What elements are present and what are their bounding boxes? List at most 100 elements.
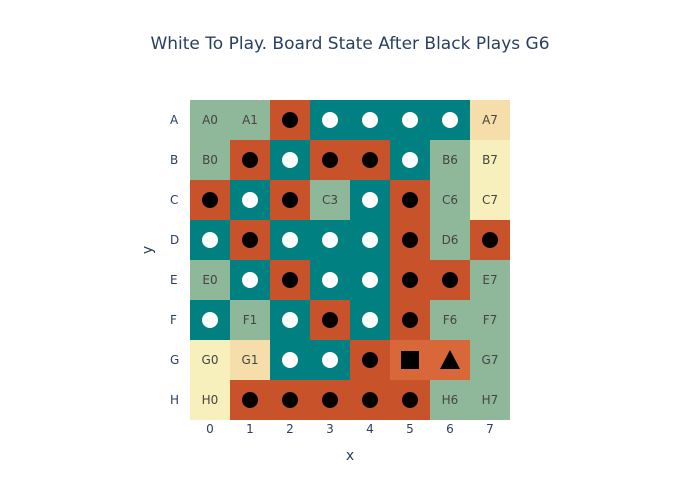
board-cell-E0[interactable]: E0	[190, 260, 230, 300]
board-cell-E3[interactable]	[310, 260, 350, 300]
board-cell-B6[interactable]: B6	[430, 140, 470, 180]
board-cell-D1[interactable]	[230, 220, 270, 260]
board-cell-H7[interactable]: H7	[470, 380, 510, 420]
col-label-7: 7	[486, 422, 494, 436]
board-cell-H6[interactable]: H6	[430, 380, 470, 420]
board-cell-B1[interactable]	[230, 140, 270, 180]
x-axis-label: x	[345, 448, 355, 464]
board-cell-E4[interactable]	[350, 260, 390, 300]
white-stone	[322, 112, 338, 128]
board-cell-C2[interactable]	[270, 180, 310, 220]
white-stone	[202, 232, 218, 248]
board-cell-C7[interactable]: C7	[470, 180, 510, 220]
white-stone	[442, 112, 458, 128]
board-cell-B7[interactable]: B7	[470, 140, 510, 180]
black-stone	[482, 232, 498, 248]
white-stone	[322, 232, 338, 248]
cell-label: A7	[482, 113, 498, 127]
board-cell-F1[interactable]: F1	[230, 300, 270, 340]
white-stone	[282, 352, 298, 368]
board-cell-B0[interactable]: B0	[190, 140, 230, 180]
board-cell-F2[interactable]	[270, 300, 310, 340]
board-cell-F3[interactable]	[310, 300, 350, 340]
cell-label: G0	[201, 353, 219, 367]
board-cell-C3[interactable]: C3	[310, 180, 350, 220]
col-label-2: 2	[286, 422, 294, 436]
board-cell-A7[interactable]: A7	[470, 100, 510, 140]
black-stone	[402, 232, 418, 248]
board-cell-G5[interactable]	[390, 340, 430, 380]
board-cell-A0[interactable]: A0	[190, 100, 230, 140]
col-label-5: 5	[406, 422, 414, 436]
board-cell-H3[interactable]	[310, 380, 350, 420]
black-stone	[402, 312, 418, 328]
cell-label: G1	[241, 353, 259, 367]
board-cell-G2[interactable]	[270, 340, 310, 380]
board-cell-F4[interactable]	[350, 300, 390, 340]
cell-label: C7	[481, 193, 498, 207]
cell-label: B7	[482, 153, 498, 167]
board-cell-D6[interactable]: D6	[430, 220, 470, 260]
black-stone	[242, 152, 258, 168]
board-cell-A5[interactable]	[390, 100, 430, 140]
board-cell-G0[interactable]: G0	[190, 340, 230, 380]
black-stone	[282, 392, 298, 408]
col-label-1: 1	[246, 422, 254, 436]
board-cell-F7[interactable]: F7	[470, 300, 510, 340]
board-cell-B4[interactable]	[350, 140, 390, 180]
board-cell-F5[interactable]	[390, 300, 430, 340]
board-cell-B5[interactable]	[390, 140, 430, 180]
cell-label: A1	[242, 113, 258, 127]
board-cell-H5[interactable]	[390, 380, 430, 420]
board-cell-H4[interactable]	[350, 380, 390, 420]
col-label-4: 4	[366, 422, 374, 436]
board-cell-E5[interactable]	[390, 260, 430, 300]
board-cell-E2[interactable]	[270, 260, 310, 300]
col-label-0: 0	[206, 422, 214, 436]
board-cell-E1[interactable]	[230, 260, 270, 300]
board-cell-B3[interactable]	[310, 140, 350, 180]
triangle-marker-icon	[440, 350, 460, 369]
board-cell-B2[interactable]	[270, 140, 310, 180]
board-cell-C6[interactable]: C6	[430, 180, 470, 220]
board-cell-H1[interactable]	[230, 380, 270, 420]
board-cell-H0[interactable]: H0	[190, 380, 230, 420]
row-label-B: B	[170, 153, 179, 167]
board-cell-D0[interactable]	[190, 220, 230, 260]
board-cell-E6[interactable]	[430, 260, 470, 300]
board-cell-C5[interactable]	[390, 180, 430, 220]
board-cell-G4[interactable]	[350, 340, 390, 380]
board-cell-D4[interactable]	[350, 220, 390, 260]
cell-label: H0	[201, 393, 219, 407]
board-cell-G7[interactable]: G7	[470, 340, 510, 380]
y-axis-label: y	[140, 245, 156, 255]
board-cell-A6[interactable]	[430, 100, 470, 140]
black-stone	[362, 352, 378, 368]
board-cell-C4[interactable]	[350, 180, 390, 220]
cell-label: F1	[242, 313, 258, 327]
board-cell-D3[interactable]	[310, 220, 350, 260]
board-cell-H2[interactable]	[270, 380, 310, 420]
row-label-F: F	[170, 313, 177, 327]
board-cell-A4[interactable]	[350, 100, 390, 140]
board-cell-G1[interactable]: G1	[230, 340, 270, 380]
board-cell-G3[interactable]	[310, 340, 350, 380]
board-cell-D5[interactable]	[390, 220, 430, 260]
board-cell-D7[interactable]	[470, 220, 510, 260]
board-cell-A3[interactable]	[310, 100, 350, 140]
board-cell-A2[interactable]	[270, 100, 310, 140]
black-stone	[282, 192, 298, 208]
board-cell-D2[interactable]	[270, 220, 310, 260]
white-stone	[362, 112, 378, 128]
board-cell-C0[interactable]	[190, 180, 230, 220]
col-label-3: 3	[326, 422, 334, 436]
board-cell-F0[interactable]	[190, 300, 230, 340]
white-stone	[282, 312, 298, 328]
board-cell-E7[interactable]: E7	[470, 260, 510, 300]
board-cell-G6[interactable]	[430, 340, 470, 380]
black-stone	[242, 232, 258, 248]
board-cell-F6[interactable]: F6	[430, 300, 470, 340]
board-cell-A1[interactable]: A1	[230, 100, 270, 140]
row-label-G: G	[170, 353, 180, 367]
board-cell-C1[interactable]	[230, 180, 270, 220]
